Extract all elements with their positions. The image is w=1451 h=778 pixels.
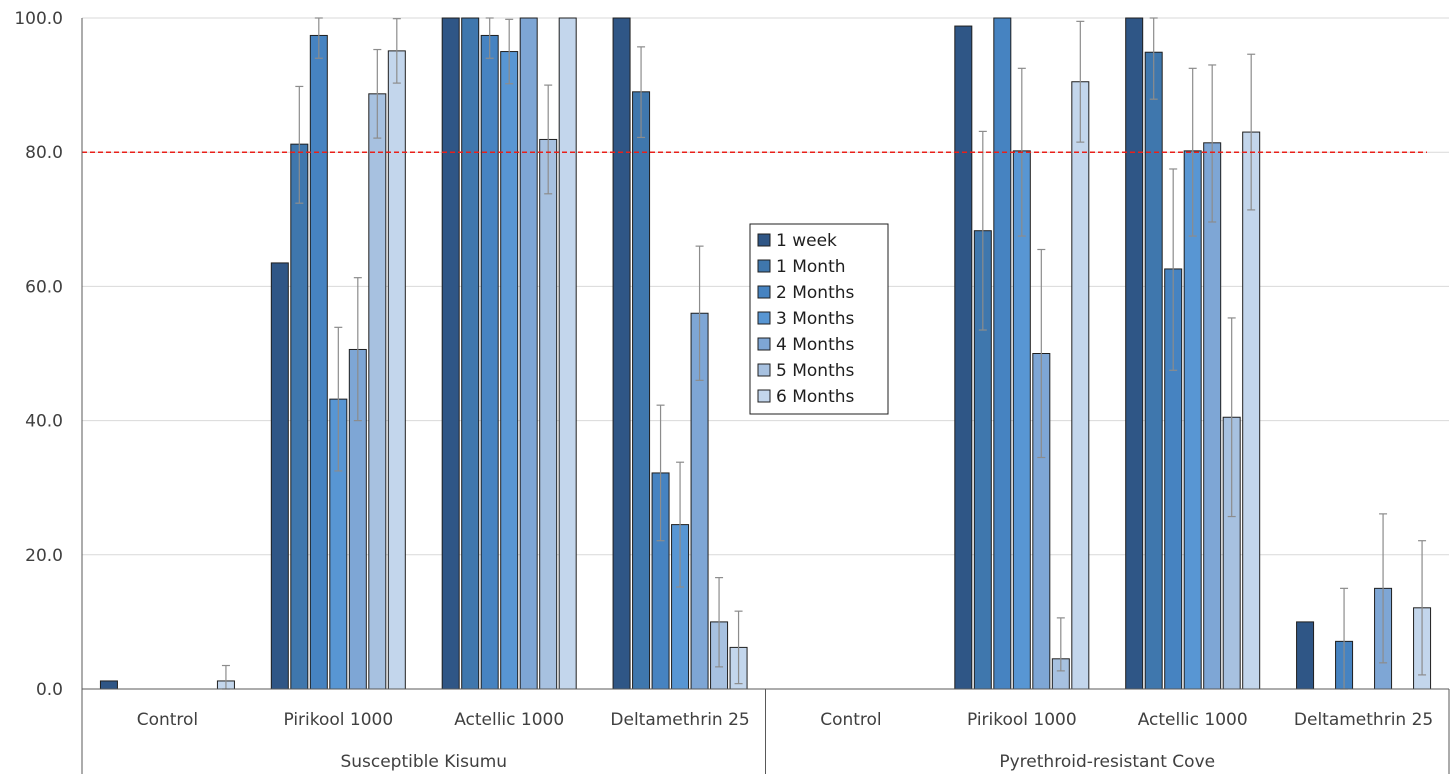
bar (1071, 81, 1090, 690)
bar (1144, 51, 1163, 690)
legend-label: 4 Months (776, 335, 855, 355)
legend-label: 2 Months (776, 283, 855, 303)
legend-label: 1 week (776, 231, 837, 251)
y-tick-label: 60.0 (25, 277, 63, 297)
x-tick-label: Actellic 1000 (454, 710, 564, 730)
legend-swatch (757, 389, 771, 403)
y-tick-label: 20.0 (25, 546, 63, 566)
legend-box (749, 223, 889, 415)
y-tick-label: 80.0 (25, 143, 63, 163)
bar (519, 17, 538, 690)
legend-label: 1 Month (776, 257, 846, 277)
bar (290, 143, 309, 690)
bar (309, 34, 328, 690)
group-label: Pyrethroid-resistant Cove (999, 752, 1215, 772)
bar (632, 91, 651, 690)
bar (387, 50, 406, 690)
legend-swatch (757, 259, 771, 273)
bar (558, 17, 577, 690)
bar (500, 51, 519, 690)
bar (612, 17, 631, 690)
legend-label: 6 Months (776, 387, 855, 407)
bar (954, 25, 973, 690)
bar (1125, 17, 1144, 690)
bar (99, 680, 118, 690)
legend-swatch (757, 363, 771, 377)
x-tick-label: Deltamethrin 25 (1294, 710, 1433, 730)
bar (993, 17, 1012, 690)
x-tick-label: Actellic 1000 (1138, 710, 1248, 730)
bar (1296, 621, 1315, 690)
legend-swatch (757, 337, 771, 351)
legend-label: 3 Months (776, 309, 855, 329)
bar (441, 17, 460, 690)
x-tick-label: Pirikool 1000 (967, 710, 1077, 730)
x-tick-label: Control (820, 710, 881, 730)
group-label: Susceptible Kisumu (340, 752, 507, 772)
bar (539, 138, 558, 690)
x-tick-label: Control (137, 710, 198, 730)
bar (480, 34, 499, 690)
y-tick-label: 40.0 (25, 412, 63, 432)
legend-swatch (757, 311, 771, 325)
legend-label: 5 Months (776, 361, 855, 381)
bar (1203, 142, 1222, 690)
x-tick-label: Deltamethrin 25 (610, 710, 749, 730)
y-tick-label: 0.0 (36, 680, 63, 700)
legend-swatch (757, 233, 771, 247)
x-tick-label: Pirikool 1000 (283, 710, 393, 730)
y-tick-label: 100.0 (14, 9, 63, 29)
legend-swatch (757, 285, 771, 299)
bar (461, 17, 480, 690)
bar (1242, 131, 1261, 690)
bar (368, 93, 387, 690)
bar (270, 262, 289, 690)
